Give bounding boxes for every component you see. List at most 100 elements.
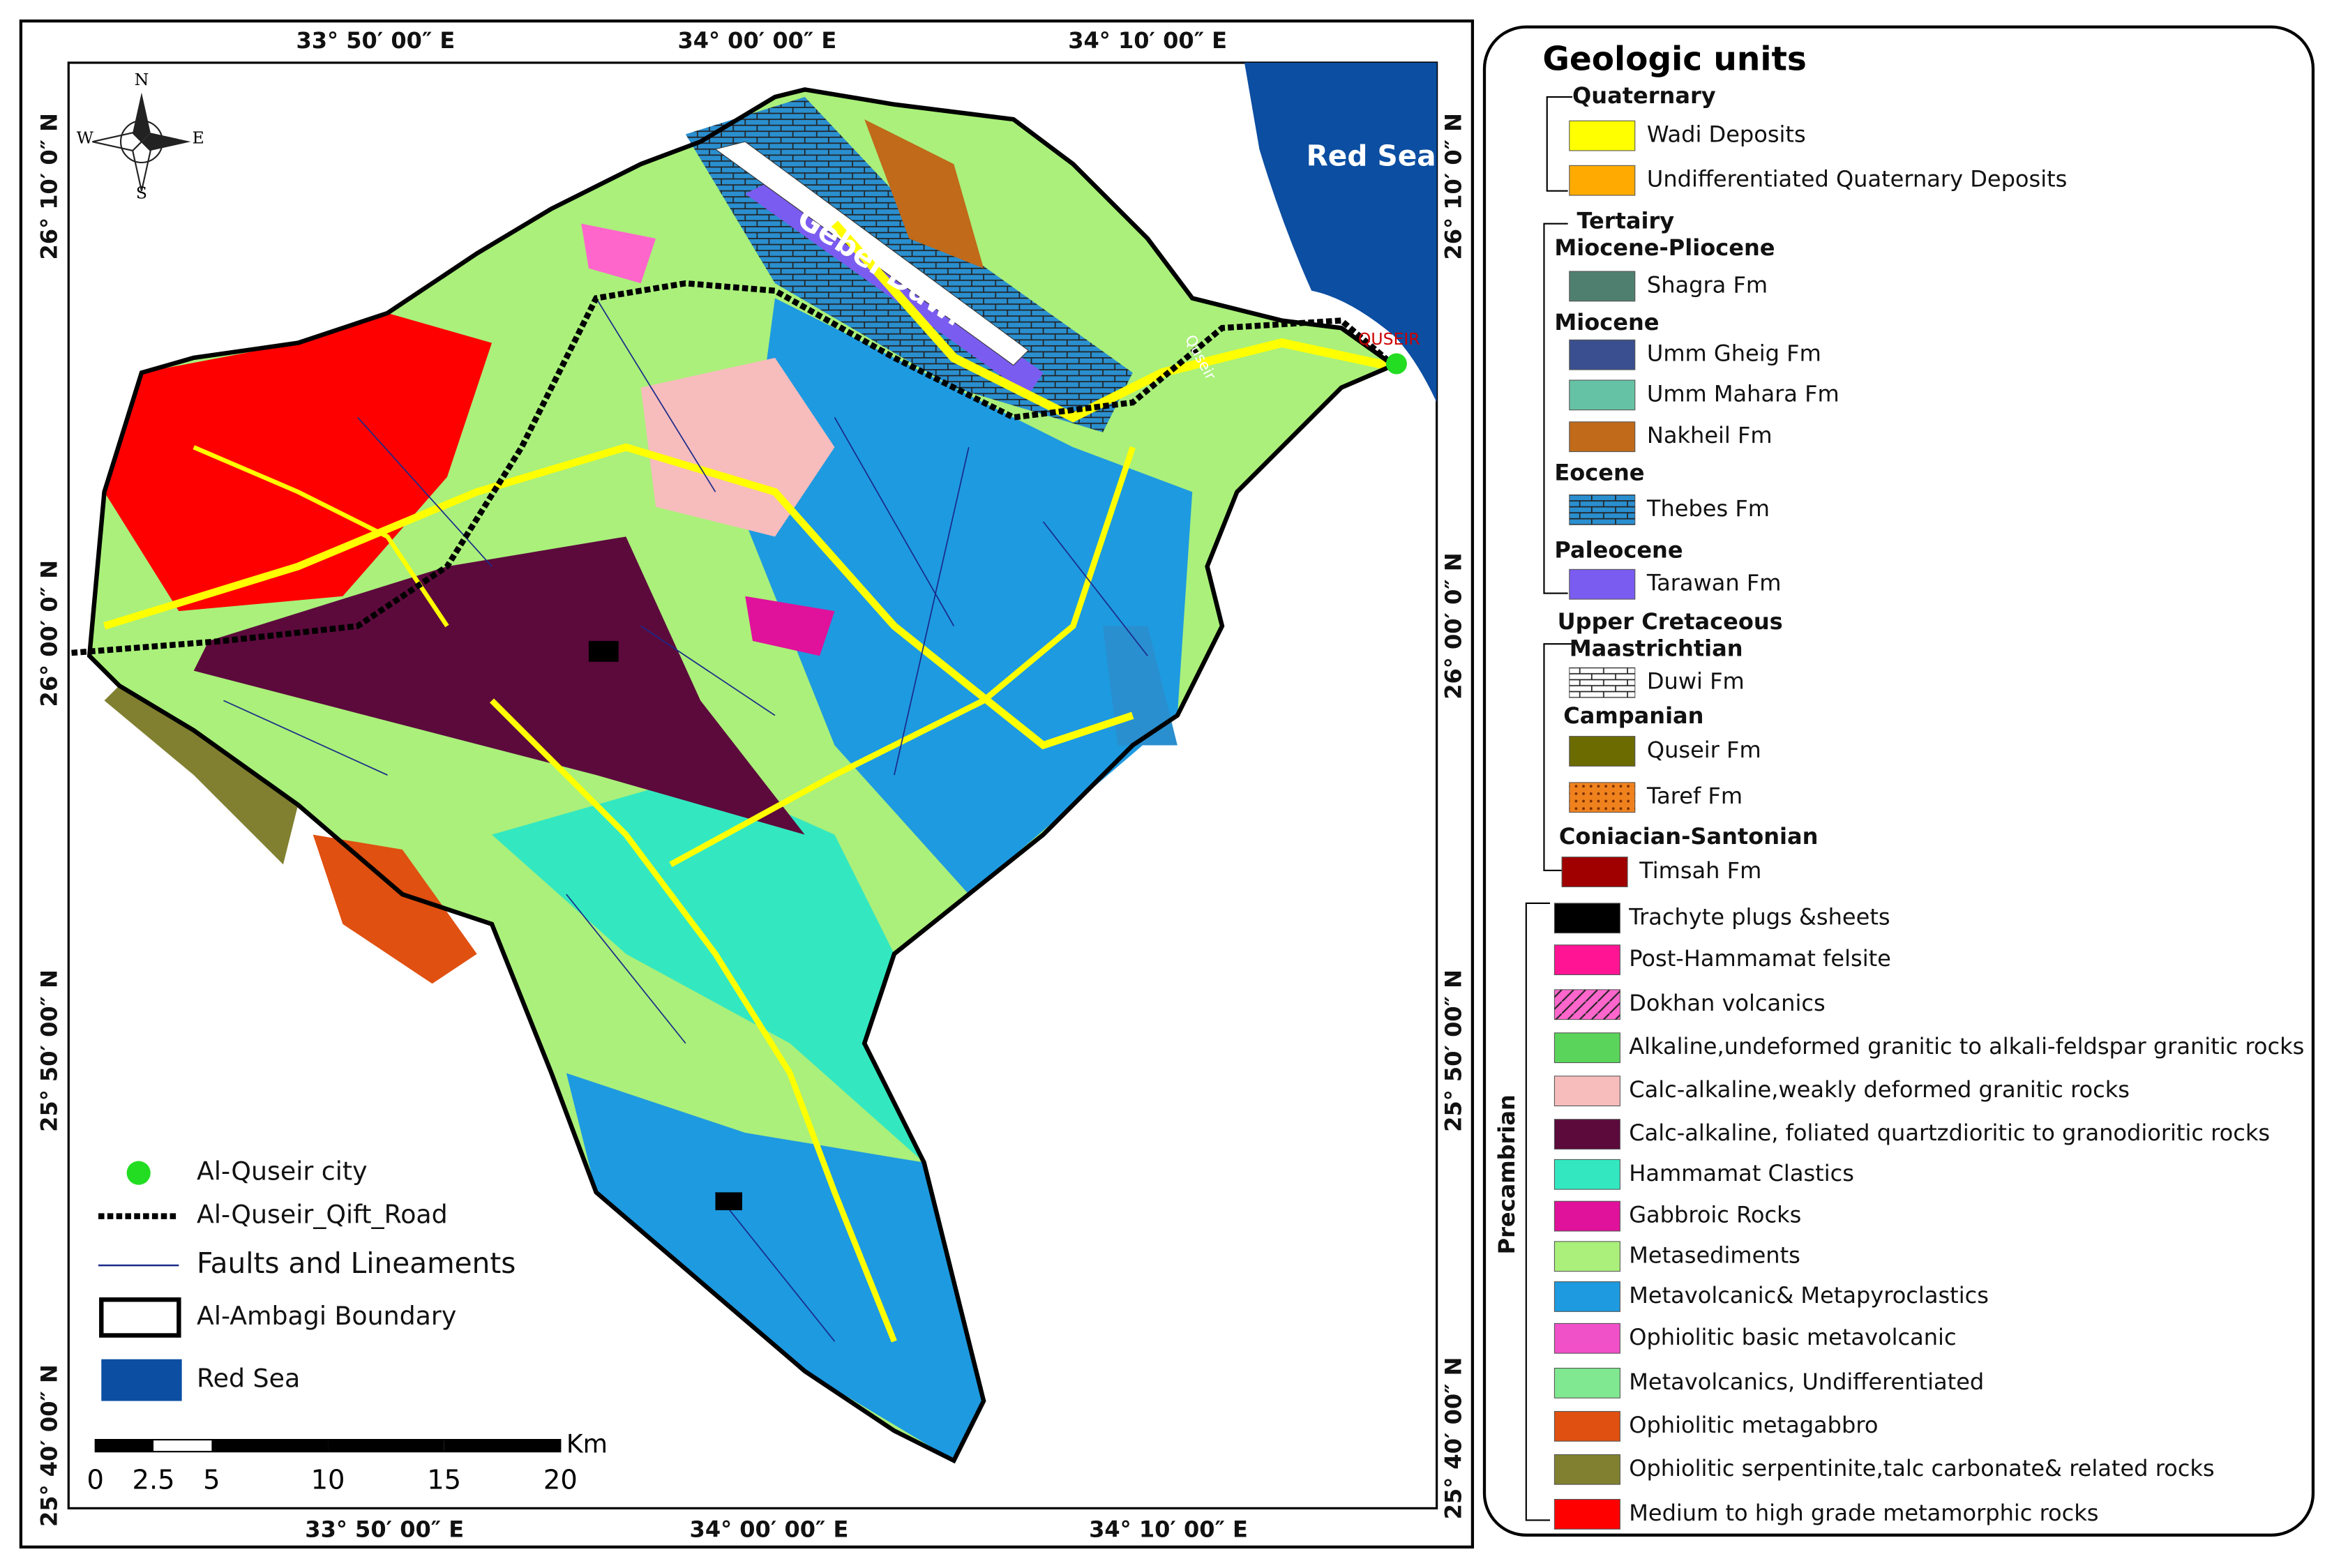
legend-swatch-pattern bbox=[1554, 989, 1620, 1020]
legend-label: Undifferentiated Quaternary Deposits bbox=[1647, 166, 2067, 193]
legend-swatch bbox=[1553, 1322, 1620, 1354]
legend-swatch bbox=[1553, 1159, 1620, 1190]
bracket bbox=[1543, 96, 1577, 871]
coord-label: 33° 50′ 00″ E bbox=[296, 27, 455, 54]
legend-label: Calc-alkaline, foliated quartzdioritic t… bbox=[1629, 1120, 2270, 1146]
legend-heading: Miocene bbox=[1554, 309, 1659, 336]
bracket bbox=[1525, 902, 1550, 1521]
legend-swatch bbox=[1569, 339, 1636, 370]
legend-label: Wadi Deposits bbox=[1647, 121, 1806, 148]
legend-city bbox=[126, 1161, 151, 1185]
legend-label: Umm Gheig Fm bbox=[1647, 340, 1821, 367]
legend-label: Al-Quseir city bbox=[197, 1156, 368, 1186]
legend-heading: Quaternary bbox=[1572, 82, 1716, 109]
legend-label: Taref Fm bbox=[1646, 783, 1743, 809]
legend-label: Tarawan Fm bbox=[1646, 570, 1782, 596]
legend-label: Alkaline,undeformed granitic to alkali-f… bbox=[1629, 1033, 2304, 1060]
place-label: QUSEIR bbox=[1358, 329, 1420, 349]
legend-swatch-pattern bbox=[1569, 668, 1635, 698]
scale-segment bbox=[444, 1440, 561, 1452]
legend-swatch bbox=[1553, 1410, 1620, 1442]
legend-label: Faults and Lineaments bbox=[197, 1246, 516, 1280]
legend-heading: Upper Cretaceous bbox=[1558, 608, 1783, 635]
legend-boundary bbox=[99, 1297, 181, 1338]
scale-tick-label: 5 bbox=[203, 1464, 220, 1495]
legend-swatch bbox=[1553, 1200, 1620, 1232]
scale-segment bbox=[211, 1440, 329, 1452]
city-marker bbox=[1385, 353, 1407, 375]
legend-swatch bbox=[1569, 736, 1636, 767]
legend-heading: Paleocene bbox=[1554, 537, 1683, 564]
compass bbox=[92, 92, 191, 191]
compass-letter: W bbox=[77, 128, 94, 147]
scale-segment bbox=[328, 1440, 444, 1452]
legend-label: Dokhan volcanics bbox=[1629, 990, 1825, 1016]
legend-swatch bbox=[1553, 944, 1620, 976]
legend-label: Hammamat Clastics bbox=[1629, 1160, 1854, 1186]
legend-swatch bbox=[1569, 379, 1636, 411]
legend-label: Ophiolitic serpentinite,talc carbonate& … bbox=[1629, 1455, 2214, 1482]
legend-swatch bbox=[1569, 568, 1636, 600]
legend-label: Calc-alkaline,weakly deformed granitic r… bbox=[1629, 1076, 2130, 1103]
legend-swatch bbox=[1553, 1241, 1620, 1272]
legend-swatch bbox=[1553, 1032, 1620, 1064]
legend-label: Medium to high grade metamorphic rocks bbox=[1629, 1500, 2098, 1526]
legend-label: Metavolcanics, Undifferentiated bbox=[1629, 1369, 1984, 1395]
legend-label: Gabbroic Rocks bbox=[1629, 1202, 1801, 1228]
place-label: Red Sea bbox=[1307, 140, 1436, 173]
legend-label: Ophiolitic metagabbro bbox=[1629, 1412, 1878, 1438]
legend-label: Umm Mahara Fm bbox=[1647, 380, 1839, 407]
compass-letter: S bbox=[136, 183, 147, 202]
compass-letter: N bbox=[135, 70, 149, 89]
scale-tick-label: 20 bbox=[543, 1464, 578, 1495]
legend-label: Trachyte plugs &sheets bbox=[1628, 903, 1890, 930]
legend-label: Ophiolitic basic metavolcanic bbox=[1629, 1324, 1956, 1350]
legend-heading: Tertairy bbox=[1577, 208, 1674, 234]
legend-swatch bbox=[1561, 857, 1628, 887]
geology bbox=[71, 87, 1399, 1464]
scale-tick-label: 10 bbox=[311, 1464, 345, 1495]
legend-heading: Maastrichtian bbox=[1570, 635, 1743, 662]
legend-label: Quseir Fm bbox=[1647, 737, 1761, 763]
legend-swatch bbox=[1553, 1367, 1620, 1399]
legend-swatch bbox=[1553, 1119, 1620, 1149]
compass-letter: E bbox=[193, 128, 204, 147]
coord-label: 26° 00′ 0″ N bbox=[36, 560, 63, 707]
legend-red-sea bbox=[101, 1359, 182, 1401]
legend-label: Metasediments bbox=[1629, 1242, 1800, 1268]
scale-tick-label: 0 bbox=[87, 1464, 104, 1495]
legend-label: Metavolcanic& Metapyroclastics bbox=[1629, 1282, 1989, 1309]
legend-label: Al-Quseir_Qift_Road bbox=[197, 1200, 448, 1230]
legend-label: Shagra Fm bbox=[1647, 271, 1768, 298]
coord-label: 25° 40′ 00″ N bbox=[1440, 1357, 1466, 1520]
legend-side-label: Precambrian bbox=[1493, 1094, 1520, 1254]
red-sea bbox=[1244, 62, 1437, 403]
legend-swatch-pattern bbox=[1569, 495, 1635, 525]
legend-label: Nakheil Fm bbox=[1647, 422, 1773, 448]
coord-label: 25° 50′ 00″ N bbox=[36, 970, 63, 1132]
coord-label: 33° 50′ 00″ E bbox=[305, 1516, 464, 1542]
coord-label: 26° 10′ 0″ N bbox=[1440, 113, 1466, 259]
legend-swatch-pattern bbox=[1569, 782, 1635, 813]
legend-label: Timsah Fm bbox=[1639, 857, 1761, 884]
scale-unit: Km bbox=[566, 1429, 608, 1459]
scale-segment bbox=[95, 1440, 154, 1452]
legend-swatch bbox=[1553, 1454, 1620, 1485]
legend-swatch bbox=[1553, 1499, 1620, 1530]
coord-label: 34° 10′ 00″ E bbox=[1089, 1516, 1248, 1542]
legend-label: Thebes Fm bbox=[1646, 495, 1770, 522]
scale-tick-label: 15 bbox=[427, 1464, 461, 1495]
legend-swatch bbox=[1569, 421, 1636, 453]
legend-panel bbox=[1482, 25, 2315, 1537]
coord-label: 25° 40′ 00″ N bbox=[36, 1364, 63, 1527]
legend-swatch bbox=[1569, 165, 1636, 196]
coord-label: 34° 00′ 00″ E bbox=[677, 27, 836, 54]
legend-swatch bbox=[1569, 120, 1636, 151]
legend-label: Post-Hammamat felsite bbox=[1629, 945, 1891, 972]
scale-tick-label: 2.5 bbox=[132, 1464, 174, 1495]
legend-title: Geologic units bbox=[1542, 40, 1807, 78]
legend-swatch bbox=[1569, 271, 1636, 302]
coord-label: 34° 10′ 00″ E bbox=[1068, 27, 1227, 54]
legend-label: Duwi Fm bbox=[1647, 668, 1745, 695]
